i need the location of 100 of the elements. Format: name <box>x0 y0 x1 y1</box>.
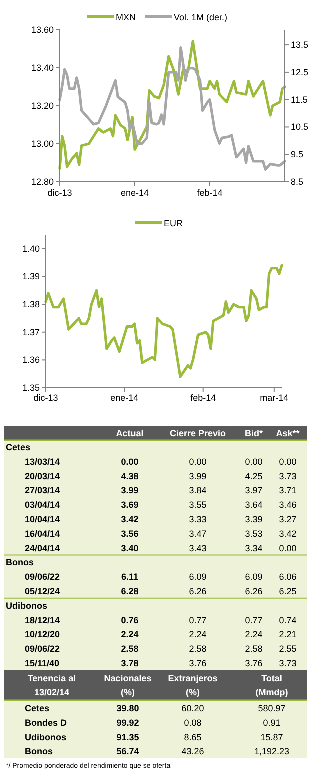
text: 0.00 <box>189 456 207 467</box>
y2-tick-label: 12.5 <box>291 67 309 78</box>
text: 3.73 <box>279 471 297 482</box>
text: 2.24 <box>121 630 139 640</box>
text: 4.25 <box>245 471 263 482</box>
y2-tick-label: 9.5 <box>291 150 304 160</box>
text: 3.43 <box>189 543 207 554</box>
text: 3.71 <box>279 486 297 496</box>
category-label: 13/03/14 <box>25 456 60 467</box>
text: 6.06 <box>279 572 297 582</box>
category-label: 18/12/14 <box>25 615 60 626</box>
y-tick-label: 1.37 <box>22 327 40 338</box>
text: 3.76 <box>189 658 207 668</box>
text: 6.25 <box>279 586 297 596</box>
text: 43.26 <box>182 746 204 757</box>
category-label: Bondes D <box>25 718 68 728</box>
text: 3.55 <box>189 500 207 510</box>
category-label: 20/03/14 <box>25 471 60 482</box>
text: 3.78 <box>121 658 139 668</box>
y2-tick-label: 10.5 <box>291 122 309 132</box>
text: 3.56 <box>121 528 139 539</box>
text: 0.00 <box>279 543 297 554</box>
category-label: 03/04/14 <box>25 500 60 510</box>
text: 3.33 <box>189 514 207 524</box>
x-tick-label: ene-14 <box>110 393 139 403</box>
category-label: Udibonos <box>6 600 48 611</box>
category-label: Extranjeros (%) <box>168 674 218 698</box>
text: 91.35 <box>116 732 140 742</box>
text: 3.46 <box>279 500 297 510</box>
y-tick-label: 1.40 <box>22 244 40 254</box>
category-label: Bonos <box>6 558 34 568</box>
category-label: Bid* <box>245 428 264 438</box>
text: 60.20 <box>182 704 204 714</box>
y-tick-label: 1.39 <box>22 272 40 282</box>
category-label: Ask** <box>276 428 300 438</box>
category-label: Nacionales (%) <box>104 674 152 698</box>
text: 3.97 <box>245 486 263 496</box>
y2-tick-label: 11.5 <box>291 94 308 105</box>
text: 3.47 <box>189 528 207 539</box>
text: 2.24 <box>189 630 207 640</box>
text: 0.77 <box>189 615 207 626</box>
y2-tick-label: 13.5 <box>291 40 309 50</box>
text: 3.27 <box>279 514 297 524</box>
y-tick-label: 1.35 <box>22 383 40 393</box>
text: 0.00 <box>279 456 297 467</box>
text: Tenencia al 13/02/14 <box>28 674 76 698</box>
text: 2.58 <box>189 644 207 654</box>
text: 0.91 <box>263 718 281 728</box>
text: 0.00 <box>121 456 139 467</box>
category-label: 27/03/14 <box>25 486 60 496</box>
text: 0.08 <box>184 718 202 728</box>
y-tick-label: 13.40 <box>31 63 54 73</box>
y-tick-label: 13.00 <box>31 139 54 149</box>
y-tick-label: 1.38 <box>22 300 40 310</box>
text: 6.28 <box>121 586 139 596</box>
text: 3.64 <box>245 500 263 510</box>
text: 2.58 <box>121 644 139 654</box>
y2-tick-label: 8.5 <box>291 177 304 187</box>
legend-label: Vol. 1M (der.) <box>174 12 228 22</box>
text: 3.42 <box>121 514 139 524</box>
text: 3.73 <box>279 658 297 668</box>
category-label: Actual <box>116 428 144 438</box>
text: 3.99 <box>189 471 207 482</box>
text: 2.21 <box>279 630 297 640</box>
text: 3.39 <box>245 514 263 524</box>
text: 6.11 <box>121 572 139 582</box>
text: 3.40 <box>121 543 139 554</box>
text: 39.80 <box>116 704 140 714</box>
text: 8.65 <box>184 732 202 742</box>
text: 3.42 <box>279 528 297 539</box>
text: 2.58 <box>245 644 263 654</box>
y-tick-label: 13.20 <box>31 101 54 111</box>
y-tick-label: 1.36 <box>22 355 40 366</box>
text: 6.26 <box>245 586 263 596</box>
text: 0.74 <box>279 615 297 626</box>
text: 6.26 <box>189 586 207 596</box>
category-label: 10/04/14 <box>25 514 60 524</box>
category-label: 09/06/22 <box>25 572 60 582</box>
category-label: Udibonos <box>25 732 66 742</box>
category-label: 15/11/40 <box>25 658 60 668</box>
text: 3.76 <box>245 658 263 668</box>
text: 56.74 <box>116 746 140 757</box>
text: 6.09 <box>189 572 207 582</box>
category-label: Cierre Previo <box>170 428 227 438</box>
category-label: 24/04/14 <box>25 543 60 554</box>
category-label: 05/12/24 <box>25 586 60 596</box>
text: 15.87 <box>260 732 284 742</box>
text: 3.99 <box>121 486 139 496</box>
x-tick-label: ene-14 <box>120 188 150 198</box>
text: 3.34 <box>245 543 263 554</box>
text: 2.24 <box>245 630 263 640</box>
category-label: Bonos <box>25 746 53 757</box>
text: 1,192.23 <box>254 746 290 757</box>
text: 2.55 <box>279 644 297 654</box>
category-label: 16/04/14 <box>25 528 60 539</box>
category-label: Total (Mmdp) <box>256 674 288 698</box>
x-tick-label: feb-14 <box>190 393 216 403</box>
legend-label: EUR <box>164 218 184 228</box>
category-label: 09/06/22 <box>25 644 60 654</box>
legend-label: MXN <box>116 12 136 22</box>
